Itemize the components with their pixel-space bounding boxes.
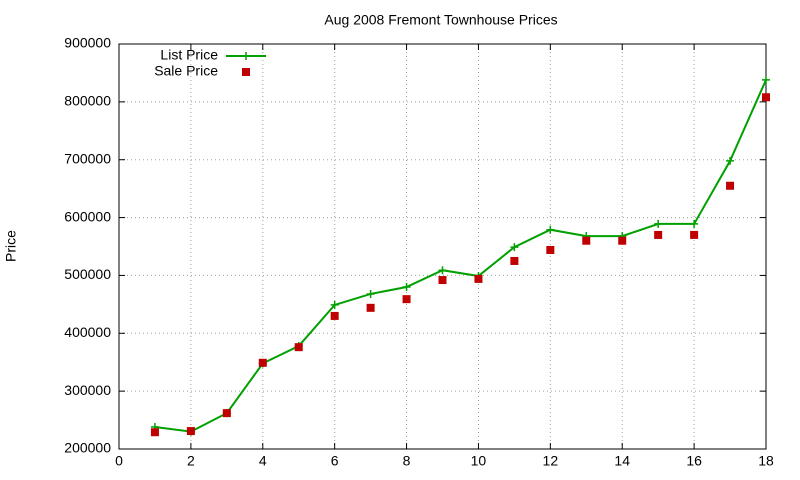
point-marker bbox=[654, 230, 663, 239]
y-tick-label: 300000 bbox=[64, 382, 111, 398]
y-tick-label: 200000 bbox=[64, 440, 111, 456]
x-tick-label: 18 bbox=[758, 453, 774, 469]
point-marker bbox=[402, 295, 411, 304]
point-marker bbox=[690, 219, 699, 228]
point-marker bbox=[726, 156, 735, 165]
y-tick-label: 400000 bbox=[64, 324, 111, 340]
point-marker bbox=[762, 75, 770, 84]
y-tick-label: 900000 bbox=[64, 35, 111, 51]
legend-label: Sale Price bbox=[154, 63, 218, 79]
x-tick-label: 16 bbox=[686, 453, 702, 469]
point-marker bbox=[258, 358, 267, 367]
x-tick-label: 14 bbox=[614, 453, 630, 469]
point-marker bbox=[546, 245, 555, 254]
point-marker bbox=[654, 219, 663, 228]
point-marker bbox=[402, 283, 411, 291]
legend-marker bbox=[242, 52, 250, 60]
y-tick-label: 700000 bbox=[64, 150, 111, 166]
point-marker bbox=[510, 256, 519, 265]
x-tick-label: 4 bbox=[259, 453, 267, 469]
x-tick-label: 12 bbox=[543, 453, 559, 469]
point-marker bbox=[294, 343, 303, 352]
point-marker bbox=[150, 428, 159, 437]
x-tick-label: 2 bbox=[187, 453, 195, 469]
point-marker bbox=[582, 236, 591, 245]
point-marker bbox=[366, 303, 375, 312]
x-tick-label: 8 bbox=[403, 453, 411, 469]
chart-title: Aug 2008 Fremont Townhouse Prices bbox=[324, 12, 557, 28]
point-marker bbox=[690, 230, 699, 239]
y-tick-label: 500000 bbox=[64, 266, 111, 282]
point-marker bbox=[186, 427, 195, 436]
plot-border bbox=[118, 43, 767, 450]
point-marker bbox=[474, 274, 483, 283]
point-marker bbox=[330, 311, 339, 320]
y-tick-label: 600000 bbox=[64, 208, 111, 224]
y-axis-label: Price bbox=[3, 230, 19, 262]
legend-marker bbox=[242, 68, 250, 76]
series-line bbox=[154, 79, 767, 433]
point-marker bbox=[510, 243, 519, 252]
x-tick-label: 6 bbox=[331, 453, 339, 469]
point-marker bbox=[438, 276, 447, 285]
y-tick-label: 800000 bbox=[64, 93, 111, 109]
point-marker bbox=[546, 225, 555, 234]
point-marker bbox=[366, 289, 375, 298]
point-marker bbox=[438, 266, 447, 275]
point-marker bbox=[618, 236, 627, 245]
point-marker bbox=[330, 300, 339, 309]
legend-label: List Price bbox=[160, 47, 218, 63]
point-marker bbox=[726, 181, 735, 190]
x-tick-label: 0 bbox=[115, 453, 123, 469]
x-tick-label: 10 bbox=[471, 453, 487, 469]
point-marker bbox=[762, 93, 770, 102]
point-marker bbox=[222, 409, 231, 418]
